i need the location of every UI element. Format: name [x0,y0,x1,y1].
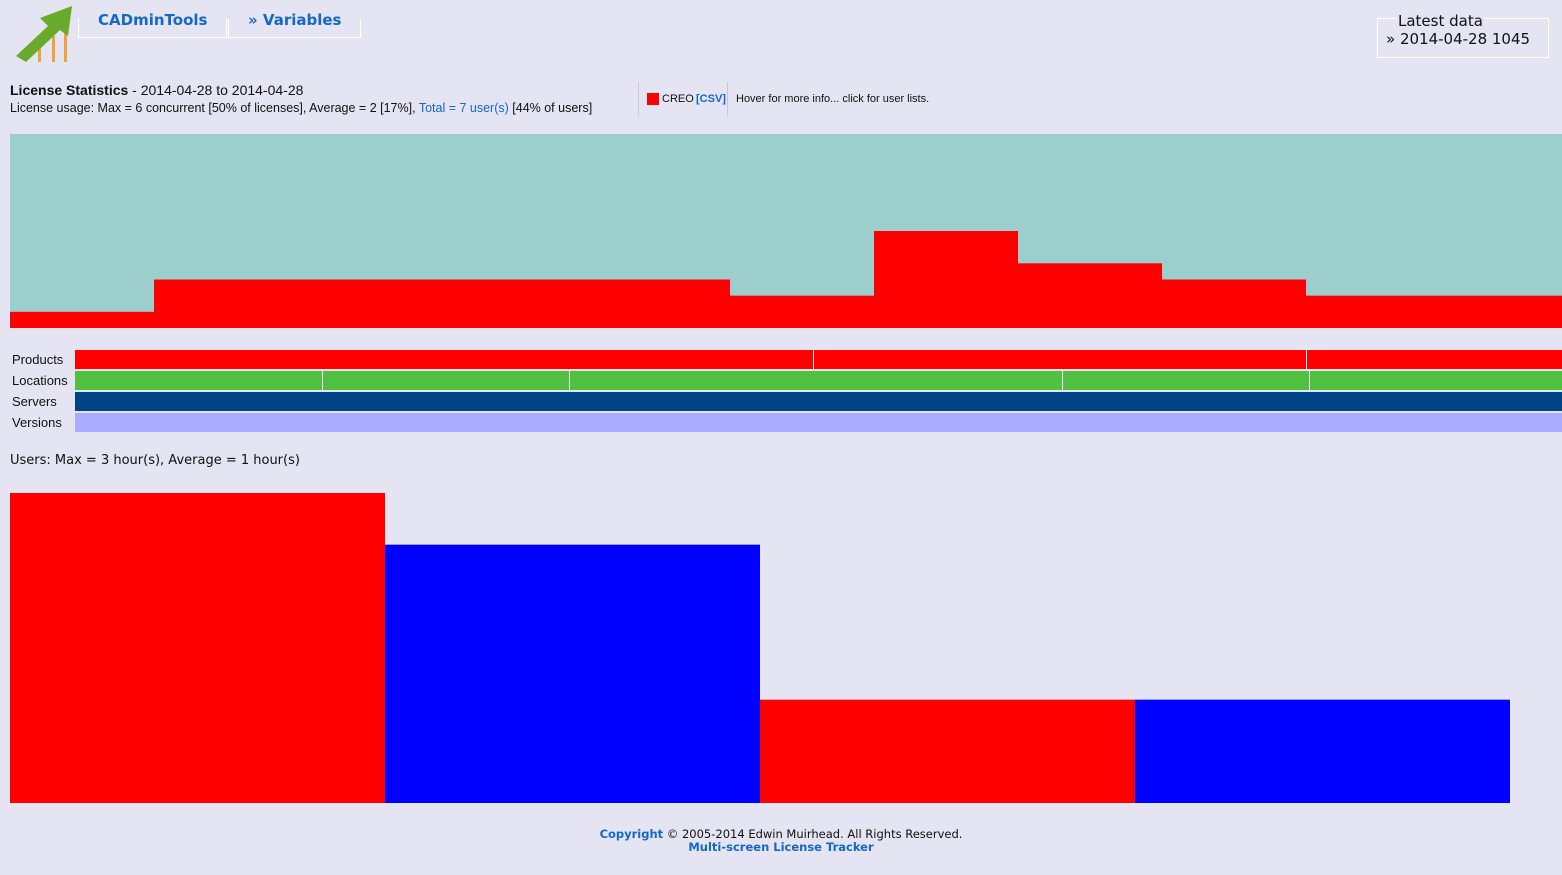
nav-box-1 [78,19,227,38]
footer: Copyright © 2005-2014 Edwin Muirhead. Al… [0,828,1562,854]
row-label: Servers [12,394,57,409]
logo[interactable] [12,4,76,64]
users-summary: Users: Max = 3 hour(s), Average = 1 hour… [10,453,300,468]
row-segment[interactable] [75,371,322,390]
nav-box-2 [228,19,361,38]
license-usage-chart[interactable] [10,134,1562,328]
user-bar[interactable] [10,493,385,803]
copyright-link[interactable]: Copyright [599,827,664,841]
user-bar[interactable] [760,699,1135,803]
total-users-link[interactable]: Total = 7 user(s) [418,101,509,115]
row-bar-locations [75,371,1562,390]
usage-bar[interactable] [442,279,586,329]
csv-link[interactable]: [CSV] [696,93,726,105]
row-segment[interactable] [75,350,813,369]
row-segment[interactable] [75,413,1562,432]
usage-line: License usage: Max = 6 concurrent [50% o… [10,101,592,115]
user-bar[interactable] [385,544,760,803]
nav-cadmintools[interactable]: CADminTools [94,11,212,29]
row-label: Versions [12,415,62,430]
row-segment[interactable] [812,350,1307,369]
row-label: Locations [12,373,68,388]
row-segment[interactable] [75,392,1562,411]
latest-data-value: » 2014-04-28 1045 [1386,30,1531,48]
row-segment[interactable] [321,371,569,390]
rising-arrow-icon [16,6,72,62]
divider [727,82,728,116]
usage-text: License usage: Max = 6 concurrent [50% o… [10,101,419,115]
usage-bar[interactable] [874,231,1018,328]
row-label: Products [12,352,64,367]
row-bar-servers [75,392,1562,411]
legend-swatch-creo [647,93,659,105]
copyright-text: © 2005-2014 Edwin Muirhead. All Rights R… [663,827,963,841]
hover-hint: Hover for more info... click for user li… [736,93,930,105]
usage-bar[interactable] [1306,295,1450,328]
nav-variables[interactable]: » Variables [244,11,346,29]
stats-range: - 2014-04-28 to 2014-04-28 [128,82,304,98]
latest-data-box: Latest data » 2014-04-28 1045 [1377,12,1549,58]
usage-bar[interactable] [10,311,154,328]
legend-creo[interactable]: CREO [662,93,694,105]
stats-title: License Statistics [10,82,129,98]
row-bar-products [75,350,1562,369]
user-hours-chart[interactable] [10,493,1562,803]
usage-bar[interactable] [586,279,730,329]
usage-bar[interactable] [1162,279,1306,329]
usage-bar[interactable] [730,295,874,328]
divider [638,82,639,116]
row-segment[interactable] [1062,371,1309,390]
row-segment[interactable] [1309,371,1562,390]
row-segment[interactable] [1306,350,1562,369]
product-link[interactable]: Multi-screen License Tracker [688,840,874,854]
usage-suffix: [44% of users] [508,101,593,115]
stats-heading: License Statistics - 2014-04-28 to 2014-… [10,82,303,98]
usage-bar[interactable] [154,279,298,329]
usage-bar[interactable] [1450,295,1562,328]
usage-bar[interactable] [1018,263,1162,328]
usage-bar[interactable] [298,279,442,329]
user-bar[interactable] [1135,699,1510,803]
row-bar-versions [75,413,1562,432]
latest-data-label: Latest data [1397,12,1484,30]
row-segment[interactable] [568,371,1063,390]
